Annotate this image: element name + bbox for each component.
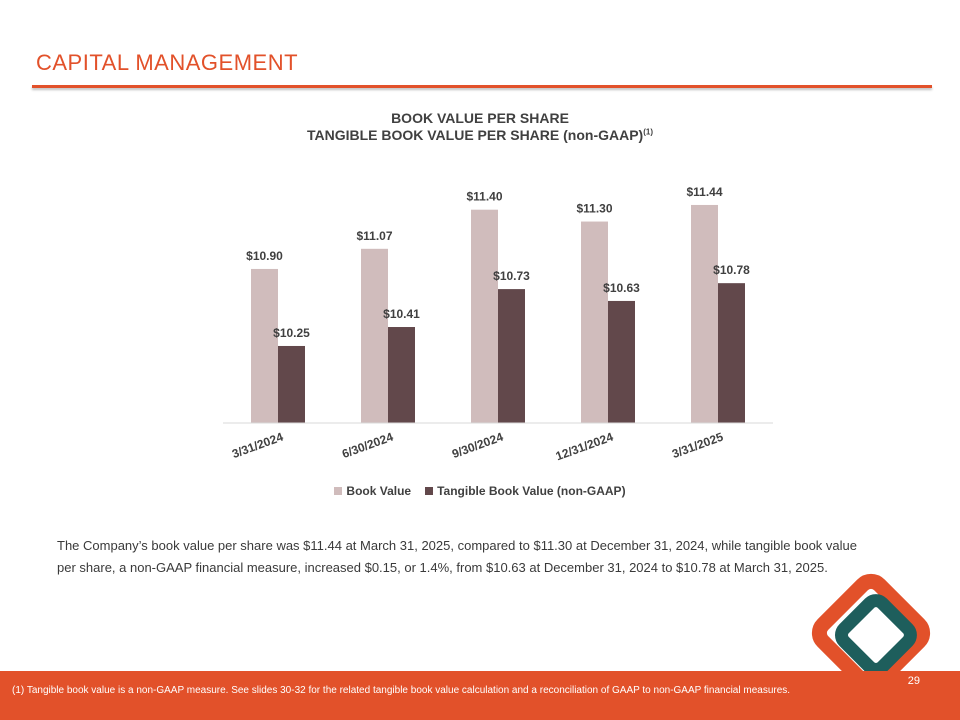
bar-book-value-9-30-2024 (471, 209, 498, 423)
legend-item-tangible-book-value: Tangible Book Value (non-GAAP) (425, 484, 626, 498)
data-label-book-value-9-30-2024: $11.40 (466, 190, 502, 204)
chart-subtitle: TANGIBLE BOOK VALUE PER SHARE (non-GAAP)… (180, 127, 780, 143)
data-label-tangible-book-value-non-gaap-3-31-2025: $10.78 (713, 263, 750, 277)
data-label-tangible-book-value-non-gaap-12-31-2024: $10.63 (603, 281, 640, 295)
bar-book-value-3-31-2025 (691, 204, 718, 423)
data-label-book-value-6-30-2024: $11.07 (356, 229, 392, 243)
bar-book-value-12-31-2024 (581, 221, 608, 423)
data-label-book-value-12-31-2024: $11.30 (576, 202, 612, 216)
bar-tangible-book-value-non-gaap-3-31-2024 (278, 345, 305, 423)
x-tick-label-6-30-2024: 6/30/2024 (340, 430, 395, 462)
data-label-tangible-book-value-non-gaap-3-31-2024: $10.25 (273, 326, 310, 340)
legend-item-book-value: Book Value (334, 484, 411, 498)
chart-legend: Book Value Tangible Book Value (non-GAAP… (300, 484, 660, 498)
x-tick-label-3-31-2024: 3/31/2024 (230, 430, 285, 462)
bar-tangible-book-value-non-gaap-3-31-2025 (718, 283, 745, 423)
data-label-book-value-3-31-2025: $11.44 (686, 185, 722, 199)
legend-label-book-value: Book Value (346, 484, 412, 498)
data-label-tangible-book-value-non-gaap-6-30-2024: $10.41 (383, 307, 420, 321)
company-logo (811, 573, 931, 693)
x-tick-label-3-31-2025: 3/31/2025 (670, 430, 725, 462)
legend-label-tangible-book-value: Tangible Book Value (non-GAAP) (437, 484, 626, 498)
bar-tangible-book-value-non-gaap-12-31-2024 (608, 300, 635, 423)
chart-title: BOOK VALUE PER SHARE (391, 110, 569, 126)
bar-tangible-book-value-non-gaap-9-30-2024 (498, 289, 525, 423)
footer-bar: (1) Tangible book value is a non-GAAP me… (0, 671, 960, 720)
chart-subtitle-text: TANGIBLE BOOK VALUE PER SHARE (non-GAAP) (306, 127, 644, 143)
chart-subtitle-footnote-ref: (1) (643, 127, 654, 137)
x-tick-label-9-30-2024: 9/30/2024 (450, 430, 505, 462)
summary-paragraph: The Company’s book value per share was $… (57, 538, 857, 575)
data-label-tangible-book-value-non-gaap-9-30-2024: $10.73 (493, 269, 530, 283)
nested-diamond-logo-icon (811, 573, 931, 693)
bar-book-value-6-30-2024 (361, 248, 388, 423)
page-number: 29 (907, 675, 920, 687)
legend-swatch-tangible-book-value (425, 487, 434, 495)
footnote: (1) Tangible book value is a non-GAAP me… (12, 685, 791, 696)
legend-swatch-book-value (334, 487, 343, 495)
title-rule (32, 85, 932, 88)
data-label-book-value-3-31-2024: $10.90 (246, 249, 283, 263)
slide-title: CAPITAL MANAGEMENT (36, 50, 299, 75)
bar-tangible-book-value-non-gaap-6-30-2024 (388, 327, 415, 423)
bar-book-value-3-31-2024 (251, 268, 278, 423)
x-tick-label-12-31-2024: 12/31/2024 (554, 430, 616, 464)
